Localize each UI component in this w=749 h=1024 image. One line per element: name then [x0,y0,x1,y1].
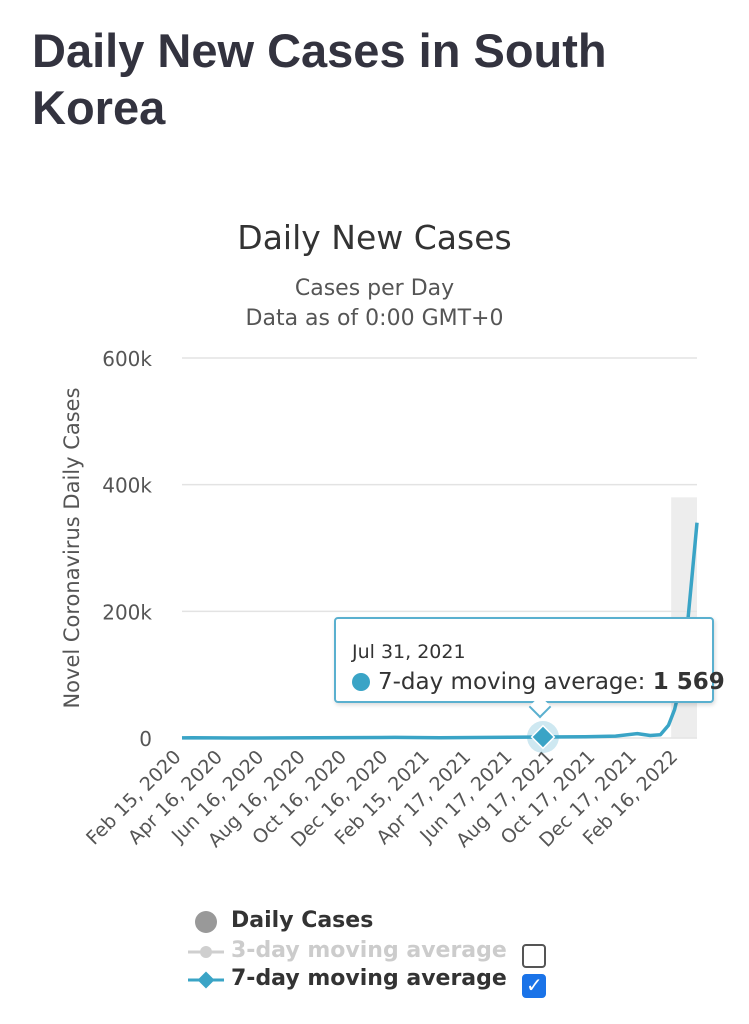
7-day-average-checkbox[interactable]: ✓ [522,974,546,998]
y-tick-label: 600k [102,347,152,371]
y-tick-label: 400k [102,474,152,498]
legend-label: 7-day moving average [231,966,507,991]
page-title: Daily New Cases in South Korea [32,24,607,134]
chart-tooltip: Jul 31, 2021 7-day moving average: 1 569 [334,617,725,719]
legend-label: Daily Cases [231,908,374,933]
legend-label: 3-day moving average [231,938,507,963]
hover-marker[interactable] [526,721,559,754]
hover-diamond-marker [530,724,556,750]
checkmark-icon: ✓ [526,975,543,997]
circle-marker-icon [195,911,217,933]
y-axis-label: Novel Coronavirus Daily Cases [60,387,84,708]
diamond-line-marker-icon [188,971,224,989]
circle-line-marker-icon [188,946,224,958]
tooltip-value: 1 569 [652,669,725,695]
tooltip-series-label: 7-day moving average: [378,669,646,695]
3-day-average-checkbox[interactable] [522,944,546,968]
y-tick-label: 0 [139,727,152,751]
tooltip-row: 7-day moving average: 1 569 [352,669,725,695]
y-tick-labels: 0 200k 400k 600k [102,347,152,751]
tooltip-date: Jul 31, 2021 [352,641,466,663]
chart-subtitle-cases: Cases per Day [294,276,455,301]
tooltip-series-dot-icon [352,673,370,691]
chart-title: Daily New Cases [237,218,512,257]
y-tick-label: 200k [102,600,152,624]
chart-subtitle-data-as-of: Data as of 0:00 GMT+0 [245,306,504,331]
